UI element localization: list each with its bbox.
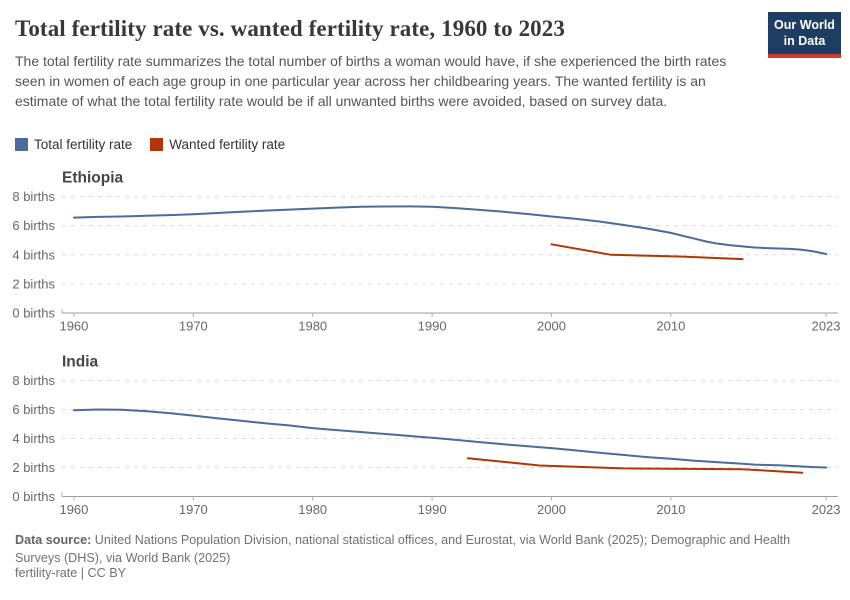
panel-india: India 0 births 2 births 4 births 6 births 8 b… [12,354,840,518]
panel-title: India [62,354,99,371]
data-source-label: Data source: [15,533,92,547]
owid-logo: Our World in Data [768,12,841,59]
y-axis-label: 8 births [12,373,55,388]
legend-item-total-fertility: Total fertility rate [15,137,132,152]
series-line-total-fertility-rate [72,205,828,255]
y-axis-label: 6 births [12,218,55,233]
x-axis-label: 2000 [537,319,566,334]
series-line-total-fertility-rate [72,408,828,469]
series-line-wanted-fertility-rate [466,457,804,474]
x-axis-label: 2023 [812,502,841,517]
x-axis-label: 1980 [298,319,327,334]
chart-subtitle: The total fertility rate summarizes the … [15,53,727,109]
y-axis-label: 4 births [12,247,55,262]
data-source-text: United Nations Population Division, nati… [15,533,791,566]
x-axis-label: 2010 [656,319,685,334]
y-axis-label: 0 births [12,306,55,321]
y-axis-label: 0 births [12,489,55,504]
x-axis-label: 1980 [298,502,327,517]
series-line-wanted-fertility-rate [550,243,744,261]
panel-ethiopia: Ethiopia 0 births 2 births 4 births 6 births… [12,170,840,334]
legend-label-total-fertility: Total fertility rate [34,137,133,152]
legend-swatch-total-fertility [15,138,28,151]
legend: Total fertility rate Wanted fertility ra… [15,137,285,152]
y-axis-label: 8 births [12,189,55,204]
owid-logo-line2: in Data [783,33,826,48]
legend-item-wanted-fertility: Wanted fertility rate [150,137,285,152]
y-axis-label: 2 births [12,276,55,291]
page-title: Total fertility rate vs. wanted fertilit… [15,16,565,41]
y-axis-label: 6 births [12,402,55,417]
owid-logo-line1: Our World [774,18,835,32]
x-axis-label: 1990 [418,319,447,334]
license-note: fertility-rate | CC BY [15,566,127,580]
x-axis-label: 2000 [537,502,566,517]
x-axis-label: 2010 [656,502,685,517]
y-axis-label: 2 births [12,460,55,475]
data-source-note: Data source: United Nations Population D… [15,531,829,568]
y-axis-label: 4 births [12,431,55,446]
x-axis-label: 2023 [812,319,841,334]
panel-title: Ethiopia [62,170,124,187]
legend-swatch-wanted-fertility [150,138,164,151]
x-axis-label: 1960 [59,319,88,334]
x-axis-label: 1960 [59,502,88,517]
x-axis-label: 1970 [179,502,208,517]
legend-label-wanted-fertility: Wanted fertility rate [169,137,286,152]
x-axis-label: 1990 [418,502,447,517]
x-axis-label: 1970 [179,319,208,334]
